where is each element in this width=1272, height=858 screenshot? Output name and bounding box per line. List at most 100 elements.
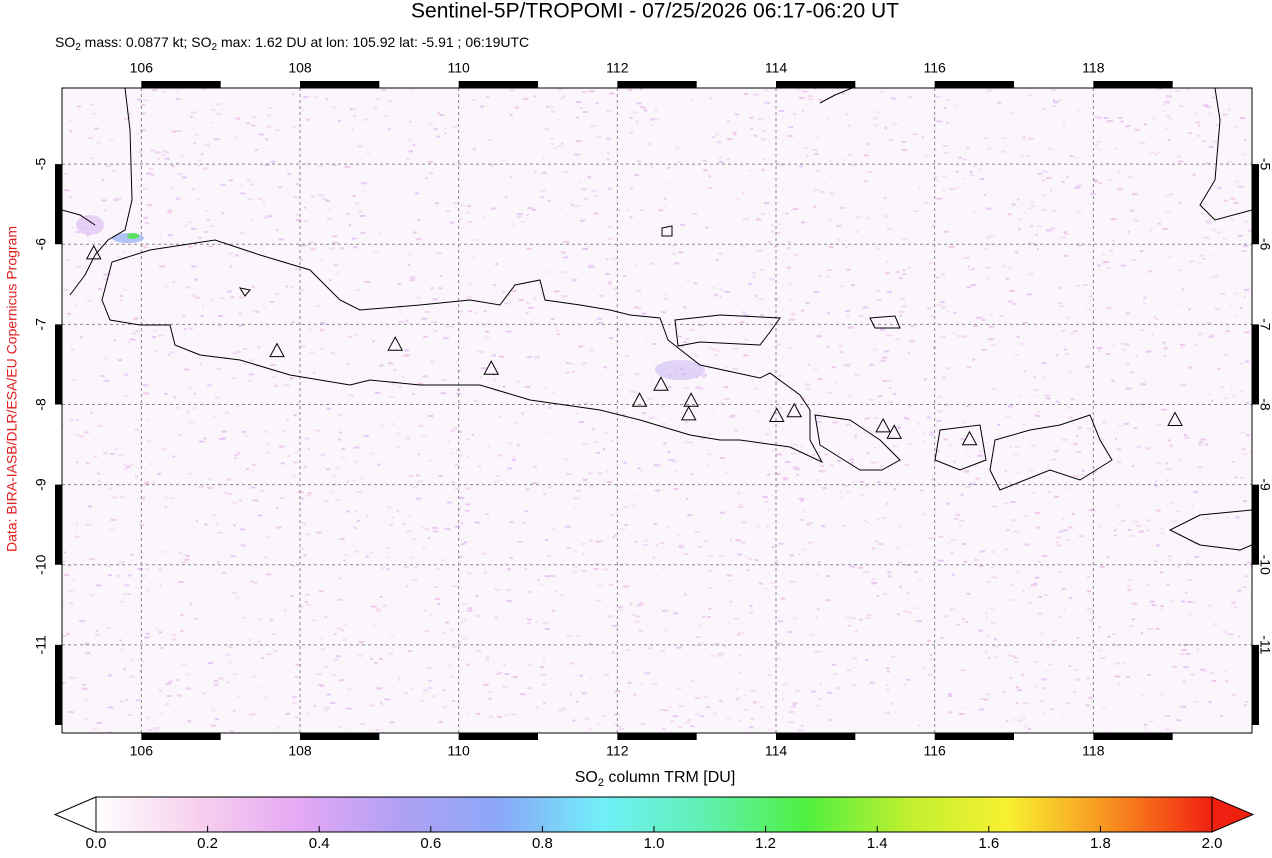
speckle-dot bbox=[229, 493, 232, 496]
speckle-dot bbox=[956, 623, 960, 626]
speckle-dot bbox=[485, 513, 490, 516]
speckle-dot bbox=[788, 346, 792, 349]
y-tick-label: -8 bbox=[1257, 398, 1272, 411]
speckle-dot bbox=[91, 727, 98, 730]
speckle-dot bbox=[672, 252, 676, 255]
speckle-dot bbox=[316, 531, 322, 534]
speckle-dot bbox=[408, 139, 412, 142]
speckle-dot bbox=[639, 209, 644, 212]
speckle-dot bbox=[969, 174, 974, 177]
speckle-dot bbox=[1167, 559, 1172, 562]
speckle-dot bbox=[320, 684, 325, 687]
speckle-dot bbox=[1044, 476, 1049, 479]
speckle-dot bbox=[209, 224, 215, 227]
speckle-dot bbox=[941, 376, 947, 379]
speckle-dot bbox=[1155, 509, 1161, 512]
speckle-dot bbox=[1010, 655, 1016, 658]
speckle-dot bbox=[789, 554, 794, 557]
speckle-dot bbox=[820, 525, 826, 528]
speckle-dot bbox=[576, 412, 579, 415]
speckle-dot bbox=[778, 542, 784, 545]
speckle-dot bbox=[641, 412, 646, 415]
speckle-dot bbox=[1136, 525, 1143, 528]
speckle-dot bbox=[673, 488, 679, 491]
speckle-dot bbox=[623, 275, 626, 278]
speckle-dot bbox=[320, 329, 324, 332]
speckle-dot bbox=[684, 421, 689, 424]
speckle-dot bbox=[629, 131, 634, 134]
speckle-dot bbox=[581, 442, 588, 445]
speckle-dot bbox=[661, 405, 665, 408]
speckle-dot bbox=[1153, 560, 1159, 563]
speckle-dot bbox=[1140, 329, 1145, 332]
speckle-dot bbox=[923, 378, 927, 381]
speckle-dot bbox=[808, 522, 813, 525]
plume bbox=[76, 215, 705, 380]
speckle-dot bbox=[453, 202, 458, 205]
speckle-dot bbox=[75, 535, 80, 538]
speckle-dot bbox=[883, 126, 887, 129]
speckle-dot bbox=[69, 119, 73, 122]
speckle-dot bbox=[272, 375, 276, 378]
speckle-dot bbox=[723, 385, 729, 388]
speckle-dot bbox=[554, 146, 557, 149]
speckle-dot bbox=[379, 595, 383, 598]
speckle-dot bbox=[300, 244, 307, 247]
speckle-dot bbox=[1116, 188, 1123, 191]
speckle-dot bbox=[303, 465, 307, 468]
speckle-dot bbox=[605, 137, 611, 140]
speckle-dot bbox=[297, 491, 304, 494]
speckle-dot bbox=[1160, 408, 1167, 411]
speckle-dot bbox=[162, 150, 167, 153]
speckle-dot bbox=[854, 436, 857, 439]
speckle-dot bbox=[193, 392, 197, 395]
speckle-dot bbox=[1030, 444, 1037, 447]
speckle-dot bbox=[1003, 502, 1009, 505]
speckle-dot bbox=[130, 659, 134, 662]
speckle-dot bbox=[1017, 394, 1021, 397]
speckle-dot bbox=[336, 627, 341, 630]
speckle-dot bbox=[961, 543, 967, 546]
speckle-dot bbox=[114, 448, 118, 451]
speckle-dot bbox=[1176, 719, 1182, 722]
speckle-dot bbox=[393, 369, 397, 372]
speckle-dot bbox=[649, 262, 654, 265]
speckle-dot bbox=[654, 364, 658, 367]
speckle-dot bbox=[572, 370, 575, 373]
speckle-dot bbox=[946, 310, 949, 313]
speckle-dot bbox=[733, 617, 740, 620]
speckle-dot bbox=[1041, 362, 1047, 365]
speckle-dot bbox=[258, 514, 263, 517]
speckle-dot bbox=[978, 168, 982, 171]
speckle-dot bbox=[1037, 248, 1040, 251]
speckle-dot bbox=[467, 204, 471, 207]
speckle-dot bbox=[233, 524, 237, 527]
speckle-dot bbox=[67, 312, 71, 315]
speckle-dot bbox=[1246, 561, 1252, 564]
speckle-dot bbox=[962, 335, 968, 338]
speckle-dot bbox=[662, 609, 668, 612]
speckle-dot bbox=[1021, 202, 1025, 205]
speckle-dot bbox=[757, 118, 764, 121]
speckle-dot bbox=[264, 696, 270, 699]
speckle-dot bbox=[161, 550, 166, 553]
speckle-dot bbox=[506, 599, 512, 602]
frame-bar bbox=[1252, 644, 1259, 725]
speckle-dot bbox=[218, 314, 223, 317]
speckle-dot bbox=[934, 668, 937, 671]
speckle-dot bbox=[694, 531, 699, 534]
speckle-dot bbox=[416, 296, 422, 299]
speckle-dot bbox=[303, 162, 310, 165]
speckle-dot bbox=[846, 394, 852, 397]
speckle-dot bbox=[412, 279, 417, 282]
subtitle-part: max: 1.62 DU at lon: 105.92 lat: -5.91 ;… bbox=[217, 34, 529, 50]
speckle-dot bbox=[662, 422, 666, 425]
colorbar-tick-label: 1.2 bbox=[755, 835, 776, 852]
speckle-dot bbox=[864, 418, 868, 421]
speckle-dot bbox=[197, 198, 201, 201]
speckle-dot bbox=[1126, 585, 1131, 588]
speckle-dot bbox=[764, 89, 768, 92]
speckle-dot bbox=[942, 144, 949, 147]
speckle-dot bbox=[773, 246, 776, 249]
speckle-dot bbox=[359, 477, 364, 480]
